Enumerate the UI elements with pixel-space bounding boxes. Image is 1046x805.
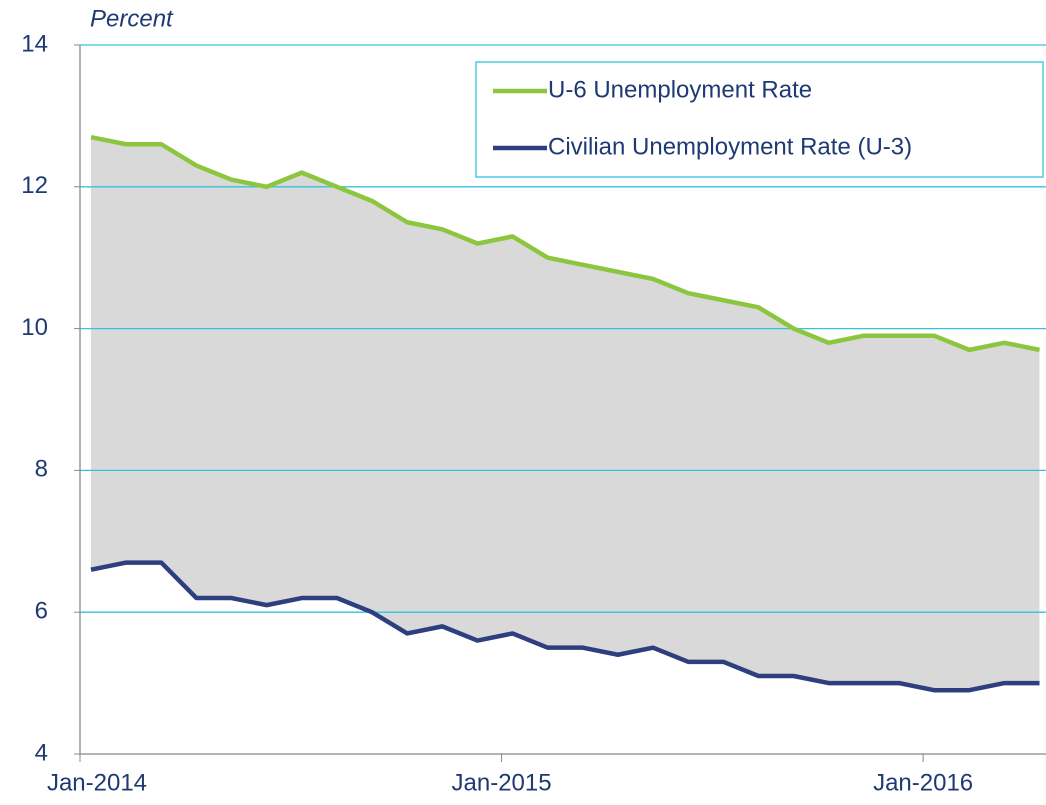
y-tick-label: 8 [35,456,48,483]
y-tick-label: 6 [35,598,48,625]
y-tick-label: 12 [21,172,48,199]
y-tick-label: 10 [21,314,48,341]
legend-label: U-6 Unemployment Rate [548,76,812,103]
legend-box [475,61,1044,178]
x-tick-label: Jan-2014 [47,769,147,796]
y-tick-label: 4 [35,739,48,766]
x-tick-label: Jan-2015 [452,769,552,796]
y-axis-label: Percent [90,5,174,32]
band-fill [91,137,1040,691]
series-line [90,560,1040,693]
legend-label: Civilian Unemployment Rate (U-3) [548,133,912,160]
x-tick-label: Jan-2016 [873,769,973,796]
y-tick-label: 14 [21,30,48,57]
legend: U-6 Unemployment Rate Civilian Unemployme… [475,61,1044,178]
series-line [90,134,1040,353]
